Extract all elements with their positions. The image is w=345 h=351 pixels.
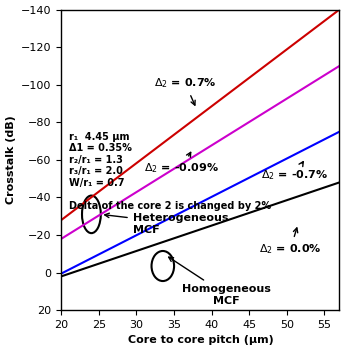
Text: $\Delta_2$ = 0.7%: $\Delta_2$ = 0.7% <box>154 77 217 105</box>
Text: $\Delta_2$ = 0.0%: $\Delta_2$ = 0.0% <box>259 228 322 256</box>
Text: r₁  4.45 μm
Δ1 = 0.35%
r₂/r₁ = 1.3
r₃/r₁ = 2.0
W/r₁ = 0.7

Delta of the core 2 i: r₁ 4.45 μm Δ1 = 0.35% r₂/r₁ = 1.3 r₃/r₁ … <box>69 132 271 211</box>
Text: Heterogeneous
MCF: Heterogeneous MCF <box>105 213 228 234</box>
Text: $\Delta_2$ = -0.09%: $\Delta_2$ = -0.09% <box>144 152 219 175</box>
Text: $\Delta_2$ = -0.7%: $\Delta_2$ = -0.7% <box>261 161 328 183</box>
Text: Homogeneous
MCF: Homogeneous MCF <box>169 257 271 306</box>
Y-axis label: Crosstalk (dB): Crosstalk (dB) <box>6 115 16 204</box>
X-axis label: Core to core pitch (μm): Core to core pitch (μm) <box>128 336 273 345</box>
